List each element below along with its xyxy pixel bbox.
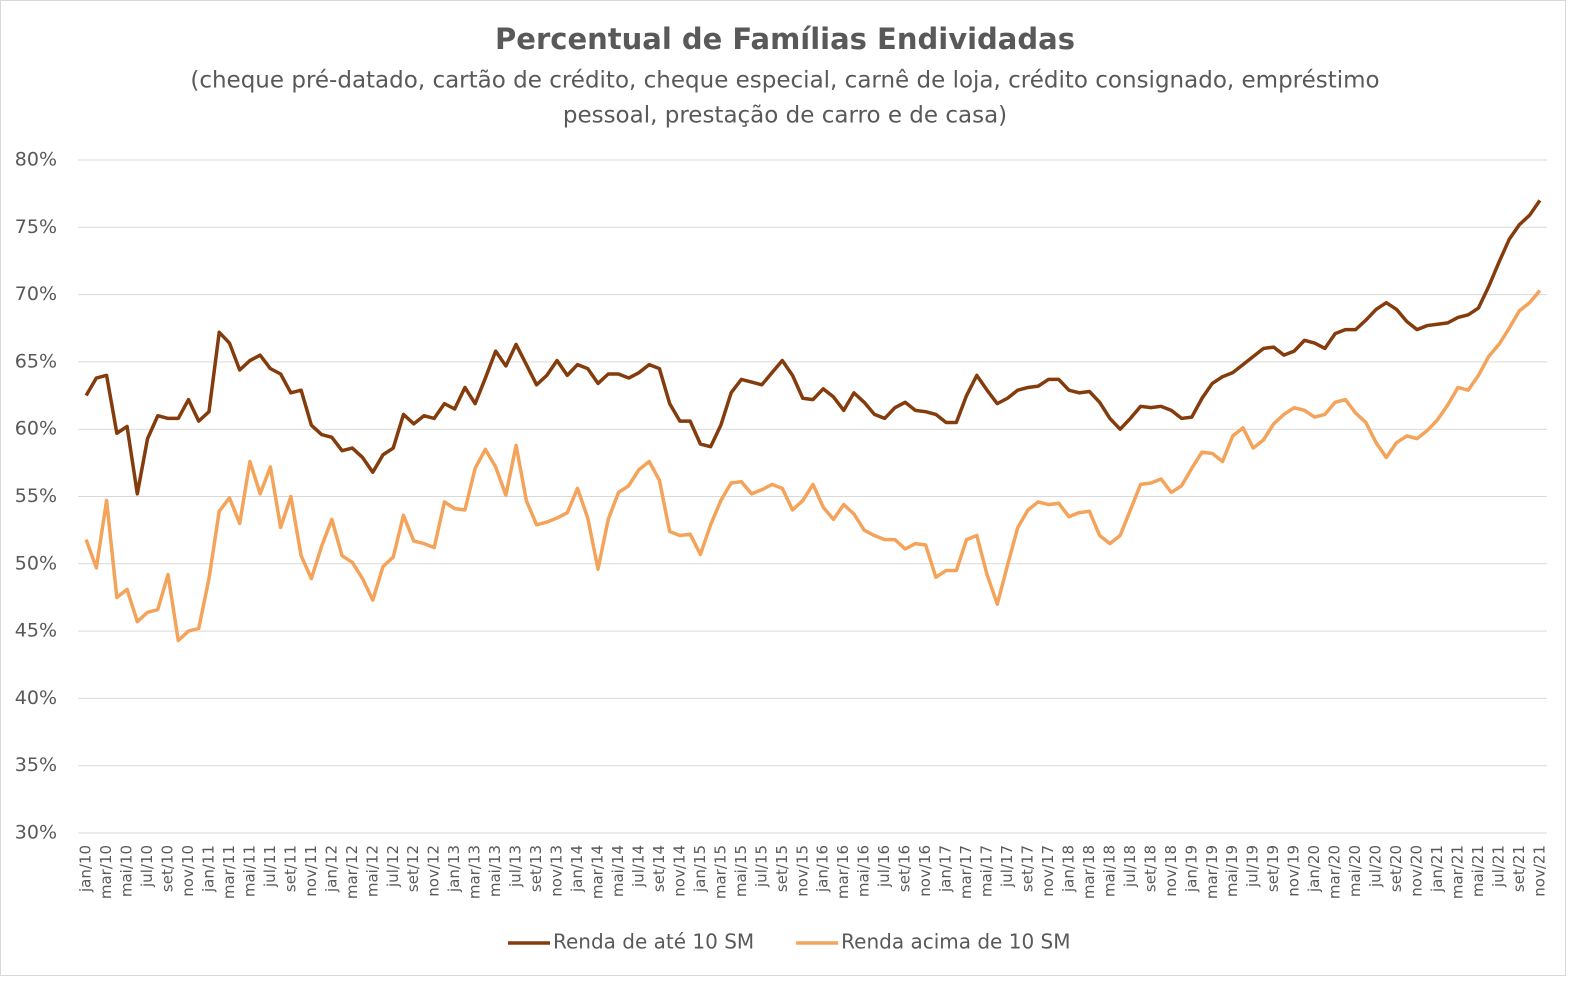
x-tick-label: jul/15 xyxy=(752,845,770,888)
x-tick-label: nov/14 xyxy=(670,845,688,897)
chart-title: Percentual de Famílias Endividadas xyxy=(495,22,1075,56)
x-tick-label: jan/18 xyxy=(1059,845,1077,893)
x-tick-label: mai/20 xyxy=(1346,845,1364,897)
x-tick-label: set/12 xyxy=(404,845,422,892)
x-tick-label: nov/10 xyxy=(179,845,197,897)
x-tick-label: mai/21 xyxy=(1469,845,1487,897)
x-tick-label: jan/15 xyxy=(691,845,709,893)
x-tick-label: jul/12 xyxy=(384,845,402,888)
x-tick-label: nov/11 xyxy=(302,845,320,897)
x-tick-label: nov/15 xyxy=(793,845,811,897)
x-tick-label: set/16 xyxy=(896,845,914,892)
series-line xyxy=(84,289,1542,643)
series-line xyxy=(84,199,1542,496)
x-tick-label: nov/18 xyxy=(1162,845,1180,897)
chart-subtitle: pessoal, prestação de carro e de casa) xyxy=(563,103,1007,129)
x-tick-label: set/18 xyxy=(1141,845,1159,892)
x-tick-label: nov/21 xyxy=(1530,845,1548,897)
x-tick-label: mai/16 xyxy=(855,845,873,897)
x-tick-label: jul/16 xyxy=(875,845,893,888)
x-tick-label: mai/10 xyxy=(118,845,136,897)
x-tick-label: mar/16 xyxy=(834,845,852,899)
x-tick-label: mai/15 xyxy=(732,845,750,897)
x-tick-label: jul/10 xyxy=(138,845,156,888)
x-tick-label: set/21 xyxy=(1510,845,1528,892)
x-tick-label: jul/18 xyxy=(1121,845,1139,888)
x-tick-label: jul/14 xyxy=(629,845,647,888)
x-tick-label: nov/16 xyxy=(916,845,934,897)
x-tick-label: set/20 xyxy=(1387,845,1405,892)
x-tick-label: jul/11 xyxy=(261,845,279,888)
x-tick-label: jan/19 xyxy=(1182,845,1200,893)
x-tick-label: nov/19 xyxy=(1285,845,1303,897)
y-tick-label: 80% xyxy=(15,149,57,171)
y-tick-label: 65% xyxy=(15,350,57,372)
x-tick-label: mar/21 xyxy=(1448,845,1466,899)
x-tick-label: mar/11 xyxy=(220,845,238,899)
x-tick-label: jan/16 xyxy=(814,845,832,893)
x-tick-label: jul/17 xyxy=(998,845,1016,888)
x-tick-label: nov/13 xyxy=(548,845,566,897)
x-tick-label: mai/13 xyxy=(486,845,504,897)
x-tick-label: mar/14 xyxy=(589,845,607,899)
x-tick-label: set/19 xyxy=(1264,845,1282,892)
x-tick-label: mai/12 xyxy=(363,845,381,897)
x-tick-label: set/11 xyxy=(281,845,299,892)
y-tick-label: 55% xyxy=(15,485,57,507)
x-tick-label: jul/13 xyxy=(507,845,525,888)
x-tick-label: jan/21 xyxy=(1428,845,1446,893)
x-tick-label: nov/12 xyxy=(425,845,443,897)
y-tick-label: 30% xyxy=(15,822,57,844)
chart-subtitle: (cheque pré-datado, cartão de crédito, c… xyxy=(190,68,1379,94)
x-tick-label: nov/17 xyxy=(1039,845,1057,897)
x-tick-label: mar/15 xyxy=(711,845,729,899)
x-tick-label: nov/20 xyxy=(1408,845,1426,897)
x-tick-label: set/15 xyxy=(773,845,791,892)
x-tick-label: set/14 xyxy=(650,845,668,892)
x-tick-label: mar/10 xyxy=(97,845,115,899)
y-tick-label: 60% xyxy=(15,418,57,440)
x-tick-label: set/13 xyxy=(527,845,545,892)
x-tick-label: set/10 xyxy=(159,845,177,892)
x-tick-label: mar/17 xyxy=(957,845,975,899)
x-tick-label: mar/12 xyxy=(343,845,361,899)
x-tick-label: mai/17 xyxy=(978,845,996,897)
x-tick-label: jan/13 xyxy=(445,845,463,893)
x-tick-label: mai/11 xyxy=(240,845,258,897)
y-tick-label: 75% xyxy=(15,216,57,238)
legend-label: Renda acima de 10 SM xyxy=(841,930,1070,954)
x-tick-label: mai/19 xyxy=(1223,845,1241,897)
x-tick-label: jan/10 xyxy=(77,845,95,893)
y-tick-label: 40% xyxy=(15,687,57,709)
x-tick-label: jan/12 xyxy=(322,845,340,893)
x-tick-label: set/17 xyxy=(1018,845,1036,892)
legend-label: Renda de até 10 SM xyxy=(553,930,754,954)
x-tick-label: mar/20 xyxy=(1326,845,1344,899)
x-tick-label: jul/21 xyxy=(1489,845,1507,888)
y-tick-label: 50% xyxy=(15,552,57,574)
x-tick-label: mar/18 xyxy=(1080,845,1098,899)
x-tick-label: jan/17 xyxy=(937,845,955,893)
y-tick-label: 70% xyxy=(15,283,57,305)
x-tick-label: mai/14 xyxy=(609,845,627,897)
x-tick-label: jan/20 xyxy=(1305,845,1323,893)
y-tick-label: 35% xyxy=(15,754,57,776)
x-tick-label: mai/18 xyxy=(1100,845,1118,897)
x-tick-label: jan/11 xyxy=(199,845,217,893)
y-tick-label: 45% xyxy=(15,620,57,642)
x-tick-label: jan/14 xyxy=(568,845,586,893)
x-tick-label: mar/19 xyxy=(1203,845,1221,899)
x-tick-label: jul/20 xyxy=(1367,845,1385,888)
x-tick-label: jul/19 xyxy=(1244,845,1262,888)
x-tick-label: mar/13 xyxy=(466,845,484,899)
